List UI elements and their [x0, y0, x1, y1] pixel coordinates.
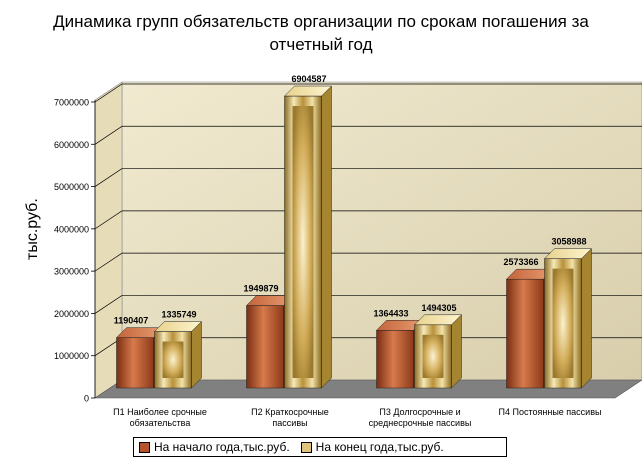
- bar-side: [191, 320, 202, 389]
- gridline: [94, 210, 642, 230]
- y-tick-label: 4000000: [54, 224, 89, 234]
- legend-swatch-start: [139, 441, 150, 453]
- data-label: 3058988: [551, 237, 586, 247]
- bar-inner-shine: [292, 106, 314, 378]
- y-tick-label: 7000000: [54, 98, 89, 108]
- gridline: [94, 83, 642, 103]
- data-label: 1190407: [114, 316, 149, 326]
- bar-top: [413, 314, 463, 326]
- legend-label-end: На конец года,тыс.руб.: [315, 440, 444, 454]
- data-label: 1949879: [243, 284, 278, 294]
- y-tick-label: 5000000: [54, 182, 89, 192]
- data-label: 1364433: [373, 308, 408, 318]
- gridline: [94, 125, 642, 145]
- bar-side: [321, 85, 332, 389]
- bar-inner-shine: [162, 341, 184, 378]
- bar-side: [581, 248, 592, 389]
- gridline: [94, 295, 642, 314]
- data-label: 2573366: [503, 257, 538, 267]
- bar-inner-shine: [552, 268, 574, 378]
- bar: [116, 337, 154, 389]
- data-label: 1335749: [161, 310, 196, 320]
- y-tick-label: 2000000: [54, 309, 89, 319]
- x-tick-label: П3 Долгосрочные и: [379, 407, 460, 417]
- bar: [246, 305, 284, 389]
- x-tick-label: обязательства: [130, 418, 191, 428]
- y-tick-label: 0: [84, 394, 89, 404]
- y-tick-label: 1000000: [54, 351, 89, 361]
- bar: [376, 330, 414, 389]
- data-label: 1494305: [421, 303, 456, 313]
- legend: На начало года,тыс.руб. На конец года,ты…: [133, 437, 507, 457]
- bar-top: [153, 321, 203, 332]
- bar-inner-shine: [422, 334, 444, 378]
- x-tick-label: П2 Краткосрочные: [251, 407, 329, 417]
- floor: [94, 379, 642, 399]
- y-tick-label: 3000000: [54, 267, 89, 277]
- bar: [506, 278, 544, 389]
- chart-title: Динамика групп обязательств организации …: [53, 12, 589, 54]
- legend-item-start: На начало года,тыс.руб.: [139, 440, 290, 454]
- bar-top: [283, 85, 333, 97]
- gridline: [94, 252, 642, 272]
- bar-top: [543, 248, 593, 259]
- legend-swatch-end: [300, 441, 312, 453]
- y-tick-label: 6000000: [54, 140, 89, 150]
- gridline: [94, 168, 642, 187]
- x-tick-label: П4 Постоянные пассивы: [499, 407, 602, 417]
- legend-item-end: На конец года,тыс.руб.: [300, 440, 444, 454]
- data-label: 6904587: [291, 74, 326, 84]
- x-tick-label: среднесрочные пассивы: [369, 418, 472, 428]
- x-tick-label: П1 Наиболее срочные: [113, 407, 207, 417]
- x-tick-label: пассивы: [272, 418, 307, 428]
- bar-side: [451, 314, 462, 389]
- legend-label-start: На начало года,тыс.руб.: [154, 440, 290, 454]
